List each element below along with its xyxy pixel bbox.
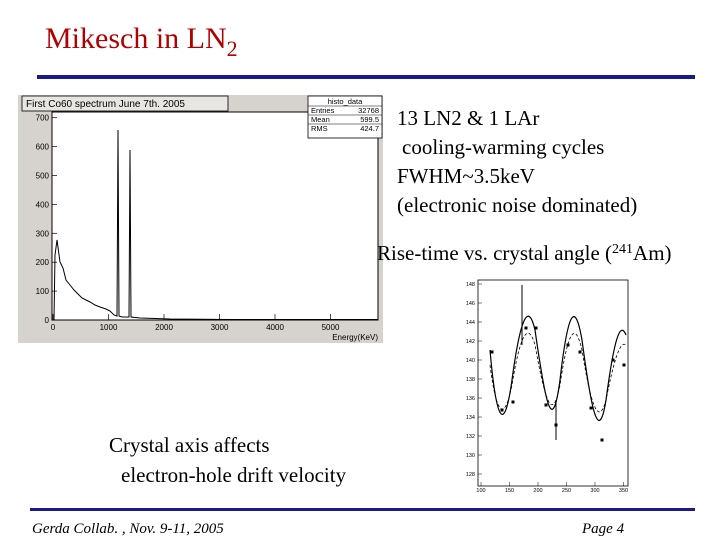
heading-tail: Am) (633, 241, 672, 265)
risetime-y-tick-label: 138 (466, 377, 475, 383)
risetime-y-tick-label: 136 (466, 396, 475, 402)
histogram-x-tick-label: 0 (51, 323, 56, 332)
caption-line: electron-hole drift velocity (121, 463, 347, 487)
risetime-marker (544, 403, 548, 407)
heading-sup: 241 (612, 242, 633, 257)
risetime-heading: Rise-time vs. crystal angle (241Am) (377, 241, 672, 265)
risetime-y-tick-label: 144 (466, 320, 475, 326)
stats-name: histo_data (328, 97, 363, 106)
risetime-marker (490, 350, 494, 354)
risetime-y-tick-label: 142 (466, 339, 475, 345)
histogram-x-tick-label: 5000 (322, 323, 340, 332)
risetime-x-tick-label: 200 (533, 488, 542, 494)
histogram-y-tick-label: 300 (36, 229, 50, 238)
histogram-title-box (21, 95, 229, 112)
note-line: cooling-warming cycles (402, 135, 604, 159)
histogram-x-tick-label: 2000 (155, 323, 173, 332)
risetime-fit-curve (489, 315, 627, 421)
risetime-x-tick-label: 100 (476, 488, 485, 494)
risetime-y-tick-label: 130 (466, 453, 475, 459)
risetime-x-tick-label: 350 (619, 488, 628, 494)
risetime-marker (566, 343, 570, 347)
risetime-plot-area (477, 279, 629, 487)
stats-value: 32768 (358, 106, 379, 115)
stats-label: Entries (311, 106, 335, 115)
risetime-marker (500, 408, 504, 412)
histogram-title: First Co60 spectrum June 7th. 2005 (26, 99, 185, 110)
histogram-y-tick-label: 0 (45, 316, 50, 325)
risetime-marker (578, 350, 582, 354)
risetime-x-tick-label: 250 (562, 488, 571, 494)
risetime-marker (611, 358, 615, 362)
stats-box (307, 95, 383, 139)
stats-label: RMS (311, 124, 328, 133)
risetime-y-tick-label: 140 (466, 358, 475, 364)
histogram-plot-area (51, 111, 379, 321)
risetime-y-tick-label: 132 (466, 434, 475, 440)
note-line: 13 LN2 & 1 LAr (397, 106, 539, 130)
histogram-panel: First Co60 spectrum June 7th. 2005 histo… (18, 95, 383, 343)
histogram-x-tick-label: 4000 (266, 323, 284, 332)
histogram-y-tick-label: 500 (36, 172, 50, 181)
histogram-x-label: Energy(KeV) (332, 333, 378, 342)
risetime-marker (622, 363, 626, 367)
top-rule (37, 75, 695, 79)
slide-title: Mikesch in LN2 (45, 22, 238, 61)
risetime-y-tick-label: 146 (466, 301, 475, 307)
risetime-y-tick-label: 134 (466, 415, 475, 421)
risetime-marker (554, 423, 558, 427)
title-text: Mikesch in LN (45, 22, 227, 55)
histogram-x-tick-label: 1000 (100, 323, 118, 332)
title-subscript: 2 (227, 36, 238, 61)
risetime-marker (534, 326, 538, 330)
stats-value: 424.7 (360, 124, 379, 133)
risetime-marker (600, 438, 604, 442)
risetime-x-tick-label: 300 (590, 488, 599, 494)
risetime-panel (455, 275, 632, 495)
histogram-x-tick-label: 3000 (211, 323, 229, 332)
histogram-y-tick-label: 400 (36, 200, 50, 209)
risetime-marker (511, 400, 515, 404)
risetime-marker (524, 326, 528, 330)
risetime-y-tick-label: 148 (466, 282, 475, 288)
bottom-rule (30, 508, 695, 511)
note-line: FWHM~3.5keV (397, 164, 535, 188)
heading-text: Rise-time vs. crystal angle ( (377, 241, 612, 265)
footer-right: Page 4 (581, 521, 625, 537)
note-line: (electronic noise dominated) (397, 193, 637, 217)
histogram-y-tick-label: 100 (36, 287, 50, 296)
stats-value: 599.5 (360, 115, 379, 124)
spectrum-curve (53, 129, 378, 321)
risetime-marker (589, 406, 593, 410)
stats-label: Mean (311, 115, 330, 124)
caption-line: Crystal axis affects (109, 433, 270, 457)
histogram-y-tick-label: 200 (36, 258, 50, 267)
risetime-y-tick-label: 128 (466, 472, 475, 478)
histogram-y-tick-label: 700 (36, 114, 50, 123)
footer-left: Gerda Collab. , Nov. 9-11, 2005 (32, 521, 224, 537)
risetime-x-tick-label: 150 (505, 488, 514, 494)
histogram-y-tick-label: 600 (36, 143, 50, 152)
